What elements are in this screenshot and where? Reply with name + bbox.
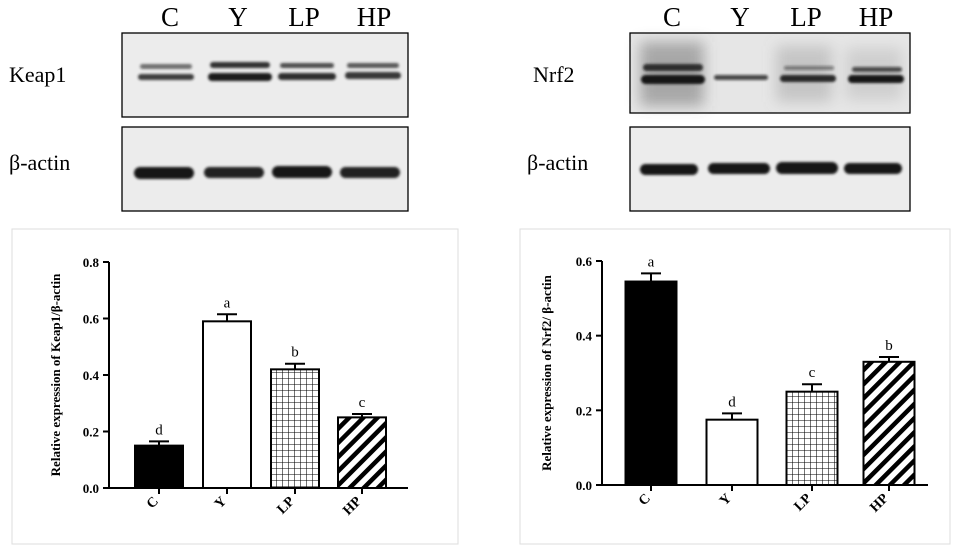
lane-label-lp: LP (288, 2, 320, 32)
x-tick-label: C (144, 494, 162, 512)
y-tick-label: 0.2 (83, 425, 99, 440)
band (641, 75, 705, 84)
x-tick-label: LP (275, 494, 299, 518)
significance-letter: b (291, 345, 299, 361)
bar-chart-nrf2: 0.0 0.2 0.4 0.6 Relative expression of Nrf2/… (539, 254, 928, 516)
lane-label-c: C (663, 2, 681, 32)
significance-letter: d (155, 422, 163, 438)
bar (270, 368, 320, 490)
x-tick-label: HP (340, 494, 365, 519)
x-tick-label: C (636, 491, 654, 509)
bar (202, 320, 252, 490)
band (708, 163, 770, 174)
band (347, 63, 399, 68)
blot-target-label: Nrf2 (533, 62, 575, 87)
lane-label-hp: HP (357, 2, 392, 32)
x-tick-label: HP (867, 491, 892, 516)
lane-label-y: Y (228, 2, 248, 32)
significance-letter: d (728, 394, 736, 410)
band (784, 66, 834, 70)
lane-label-c: C (161, 2, 179, 32)
band (210, 62, 270, 68)
bar (705, 418, 759, 486)
band (776, 162, 838, 174)
band (852, 67, 902, 72)
x-tick-label: Y (212, 494, 230, 512)
band (138, 74, 194, 80)
target-bands (138, 62, 401, 81)
band (848, 75, 904, 83)
y-tick-label: 0.6 (576, 254, 593, 269)
y-axis-label: Relative expression of Keap1/β-actin (48, 273, 63, 476)
y-tick-label: 0.4 (576, 329, 593, 344)
bar (785, 390, 839, 486)
y-axis-label: Relative expression of Nrf2/ β-actin (539, 274, 554, 471)
background-smear (640, 42, 902, 106)
y-tick-label: 0.0 (83, 481, 99, 496)
band (134, 167, 194, 179)
y-tick-label: 0.2 (576, 403, 592, 418)
blot-target-label: Keap1 (9, 62, 66, 87)
y-tick-label: 0.8 (83, 255, 100, 270)
band (280, 63, 334, 68)
lane-label-y: Y (730, 2, 750, 32)
significance-letter: c (359, 395, 366, 411)
band (714, 75, 768, 80)
band (278, 73, 336, 80)
band (208, 73, 272, 81)
bar-chart-keap1: 0.0 0.2 0.4 0.6 0.8 Relative expression of Ke… (48, 255, 408, 519)
target-bands (641, 64, 904, 84)
lane-label-hp: HP (859, 2, 894, 32)
significance-letter: c (809, 365, 816, 381)
y-tick-label: 0.6 (83, 312, 100, 327)
band (272, 166, 332, 178)
chart-panel-nrf2 (519, 228, 951, 545)
chart-panel-keap1 (11, 228, 459, 545)
band (204, 167, 264, 178)
blot-nrf2: C Y LP HP Nrf2 β-actin (527, 2, 911, 212)
band (780, 75, 836, 82)
bar (134, 444, 184, 489)
blot-control-label: β-actin (527, 150, 588, 175)
blot-control-label: β-actin (9, 150, 70, 175)
bar (624, 280, 678, 486)
lane-label-lp: LP (790, 2, 822, 32)
y-tick-label: 0.4 (83, 368, 100, 383)
control-bands (134, 166, 400, 179)
x-tick-label: LP (792, 491, 816, 515)
control-bands (640, 162, 902, 175)
band (643, 64, 703, 71)
blot-keap1: C Y LP HP Keap1 β-actin (9, 2, 409, 212)
bar (862, 360, 916, 486)
band (844, 163, 902, 174)
significance-letter: a (648, 254, 655, 270)
significance-letter: a (224, 295, 231, 311)
y-tick-label: 0.0 (576, 478, 592, 493)
bar (337, 416, 387, 489)
band (140, 64, 192, 69)
x-tick-label: Y (717, 491, 735, 509)
band (345, 72, 401, 79)
band (640, 164, 698, 175)
significance-letter: b (885, 338, 893, 354)
band (340, 167, 400, 178)
